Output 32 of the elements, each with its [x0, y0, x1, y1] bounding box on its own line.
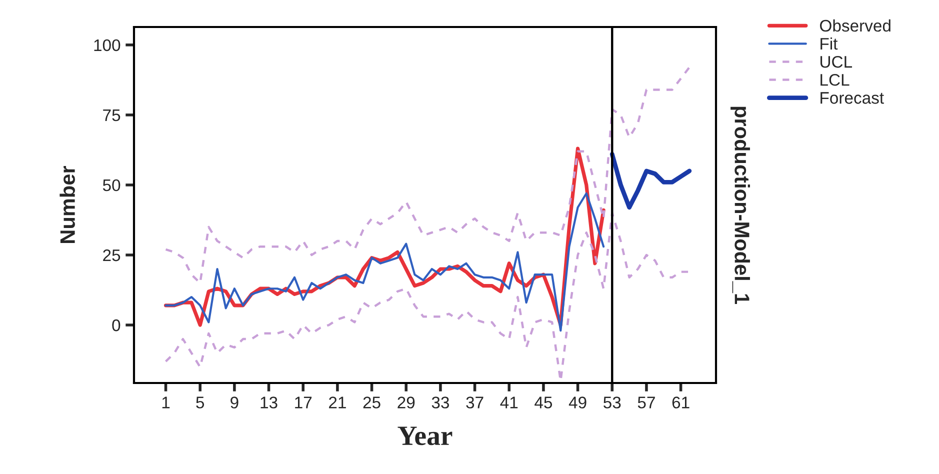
- x-tick-label: 9: [230, 396, 238, 408]
- x-tick-label: 1: [162, 396, 170, 408]
- legend-label: UCL: [820, 56, 852, 68]
- x-tick-label: 49: [568, 396, 586, 408]
- x-tick-label: 33: [432, 396, 449, 408]
- x-tick-label: 57: [638, 396, 655, 408]
- x-tick-label: 37: [466, 396, 484, 408]
- y-tick-label: 25: [103, 249, 120, 262]
- y-tick-label: 0: [112, 319, 120, 332]
- x-tick-label: 21: [329, 396, 346, 408]
- x-tick-label: 29: [398, 396, 415, 408]
- y-axis-title: Number: [60, 166, 75, 243]
- legend-label: Observed: [820, 19, 890, 32]
- x-tick-label: 5: [196, 396, 204, 408]
- line-series: [610, 152, 692, 210]
- line-series: [164, 66, 690, 284]
- legend-label: Forecast: [820, 92, 884, 104]
- legend-label: LCL: [820, 74, 850, 86]
- line-series: [164, 192, 605, 332]
- x-tick-label: 17: [295, 396, 312, 408]
- x-tick-label: 13: [260, 396, 278, 408]
- x-tick-label: 61: [672, 396, 690, 408]
- x-tick-label: 45: [534, 396, 552, 408]
- x-axis-title: Year: [398, 426, 452, 446]
- x-tick-label: 25: [363, 396, 380, 408]
- legend-label: Fit: [820, 37, 838, 50]
- y-tick-label: 75: [103, 110, 120, 122]
- y-tick-label: 100: [94, 39, 120, 52]
- y2-axis-title: production-Model_1: [730, 106, 750, 304]
- x-tick-label: 41: [500, 396, 518, 408]
- x-tick-label: 53: [604, 396, 621, 408]
- y-tick-label: 50: [102, 179, 120, 192]
